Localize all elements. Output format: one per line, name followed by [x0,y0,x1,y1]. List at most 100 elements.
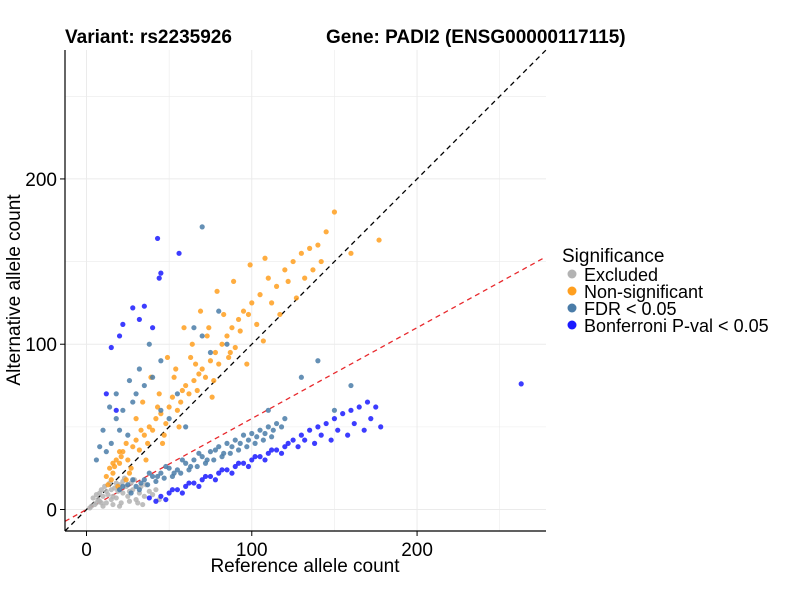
data-point-series-3 [285,440,291,446]
data-point-series-3 [356,404,362,410]
data-point-series-1 [173,366,179,372]
data-point-series-2 [207,349,214,356]
data-point-series-2 [224,341,230,347]
x-axis-label: Reference allele count [210,556,400,577]
legend-item-non-significant: Non-significant [567,282,703,302]
data-point-series-2 [174,467,180,473]
data-point-series-1 [181,325,187,331]
data-point-series-1 [254,321,260,327]
plot-area: 0 100 200 0 100 200 [25,49,547,561]
data-point-series-2 [108,440,114,446]
data-point-series-3 [298,432,304,438]
data-point-series-2 [186,467,192,473]
data-point-series-1 [150,427,156,433]
data-point-series-1 [174,407,180,413]
data-point-series-3 [186,480,192,486]
data-point-series-1 [273,283,280,289]
data-point-series-1 [133,437,139,443]
data-point-series-2 [136,366,142,372]
data-point-series-2 [199,224,205,230]
data-point-series-3 [232,463,238,470]
data-point-series-3 [318,432,324,438]
data-point-series-1 [188,354,194,361]
data-point-series-1 [226,354,232,361]
data-point-series-1 [163,420,169,427]
data-point-series-2 [107,404,113,410]
data-point-series-1 [166,404,172,410]
legend-item-fdr: FDR < 0.05 [567,299,677,319]
data-point-series-1 [105,482,111,488]
data-point-series-1 [110,460,116,466]
data-point-series-1 [318,258,324,265]
data-point-series-3 [290,437,296,443]
data-point-series-2 [199,333,205,339]
data-point-series-2 [150,473,156,480]
data-point-series-1 [310,267,316,273]
data-point-series-2 [150,374,156,380]
data-point-series-3 [311,440,318,446]
data-point-series-3 [113,407,119,413]
data-point-series-2 [202,460,209,466]
data-point-series-2 [270,427,276,433]
data-point-series-2 [125,482,131,488]
data-point-series-2 [158,358,164,364]
data-point-series-0 [93,500,100,506]
data-point-series-3 [252,454,258,460]
data-point-series-3 [212,477,219,483]
data-point-series-3 [179,490,185,496]
data-point-series-3 [174,487,180,493]
data-point-series-2 [113,416,119,422]
data-point-series-1 [130,444,136,450]
data-point-series-1 [136,447,142,453]
data-point-series-2 [252,440,258,446]
data-point-series-3 [235,460,242,466]
data-point-series-1 [212,349,219,356]
data-point-series-2 [207,449,214,455]
data-point-series-1 [240,308,247,314]
x-tick-label: 0 [81,540,92,561]
data-point-series-3 [245,463,252,470]
x-tick-label: 100 [236,540,268,561]
data-point-series-1 [113,457,119,463]
data-point-series-0 [110,501,116,508]
data-point-series-3 [340,411,346,417]
data-point-series-0 [97,490,103,496]
data-point-series-1 [194,387,200,394]
data-point-series-1 [116,449,123,455]
data-point-series-2 [254,434,260,440]
data-point-series-3 [335,427,341,433]
data-point-series-1 [214,288,220,294]
data-point-series-1 [138,427,144,433]
data-point-series-1 [224,333,230,339]
data-point-series-1 [154,404,161,410]
data-point-series-1 [199,366,205,372]
data-point-series-2 [130,399,136,405]
data-point-series-2 [145,482,151,488]
data-point-series-2 [245,437,252,443]
data-point-series-1 [302,275,308,281]
data-point-series-2 [154,473,161,480]
data-point-series-1 [277,311,283,318]
data-point-series-1 [191,377,197,384]
legend-marker-excluded [567,269,577,279]
data-point-series-1 [237,328,243,334]
data-point-series-2 [161,475,167,481]
data-point-series-2 [183,424,189,430]
data-point-series-2 [257,427,263,433]
data-point-series-3 [141,303,147,309]
data-point-series-3 [116,333,123,339]
legend-title: Significance [562,246,664,267]
data-point-series-0 [126,498,133,504]
data-point-series-1 [298,250,304,256]
data-point-series-1 [249,300,255,306]
data-point-series-3 [278,450,285,456]
data-point-series-1 [141,432,147,438]
data-point-series-3 [240,460,247,466]
data-point-series-3 [216,470,222,476]
data-point-series-2 [100,427,106,433]
data-point-series-3 [229,470,235,476]
data-point-series-2 [183,460,189,466]
data-point-series-1 [164,354,171,361]
data-point-series-0 [87,505,93,511]
x-tick-label: 200 [401,540,433,561]
